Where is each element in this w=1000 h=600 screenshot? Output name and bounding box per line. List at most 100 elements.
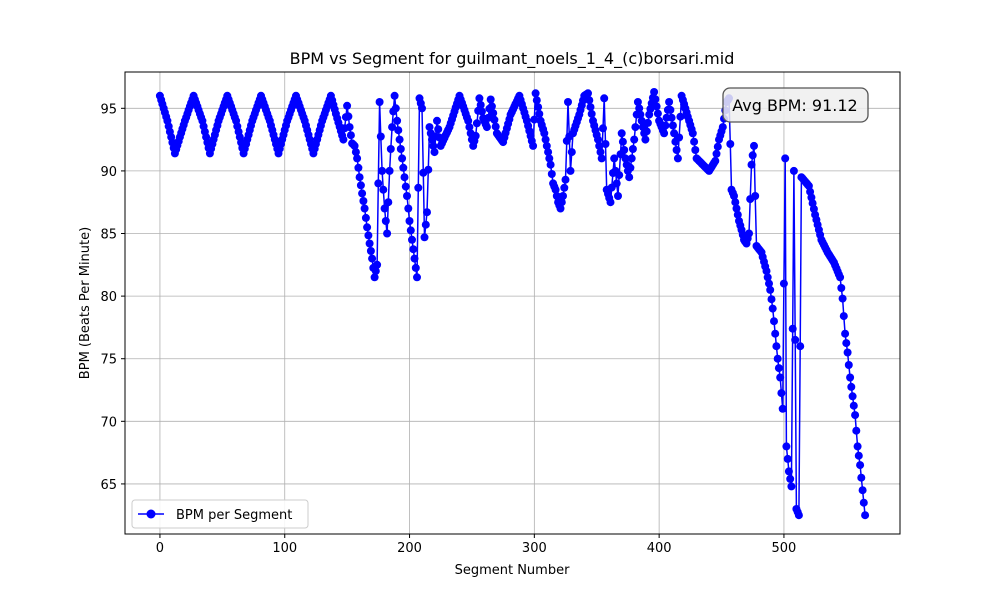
bpm-point [643, 118, 652, 127]
bpm-point [751, 192, 760, 200]
bpm-point [837, 284, 846, 292]
bpm-point [776, 373, 785, 382]
bpm-point [839, 312, 848, 321]
bpm-point [363, 223, 372, 232]
bpm-point [773, 354, 782, 363]
bpm-point [353, 154, 362, 163]
bpm-point [672, 146, 681, 154]
bpm-point [344, 112, 353, 121]
bpm-point [788, 324, 797, 333]
bpm-point [666, 105, 675, 114]
bpm-point [858, 486, 867, 495]
bpm-point [635, 104, 644, 113]
bpm-point [597, 154, 606, 163]
bpm-point [410, 254, 419, 263]
bpm-point [641, 135, 650, 144]
bpm-point [838, 294, 847, 303]
bpm-point [791, 335, 800, 344]
bpm-point [531, 89, 540, 98]
bpm-point [433, 116, 441, 125]
bpm-point [628, 145, 637, 153]
bpm-point [368, 254, 377, 263]
bpm-point [636, 110, 645, 119]
bpm-point [857, 473, 866, 482]
bpm-point [464, 116, 473, 125]
bpm-point [763, 273, 772, 282]
x-tick-label: 400 [647, 541, 672, 556]
bpm-point [786, 474, 795, 483]
bpm-point [844, 361, 853, 369]
bpm-point [772, 342, 781, 351]
bpm-point [642, 127, 651, 136]
bpm-point [375, 98, 384, 106]
bpm-point [393, 116, 402, 125]
bpm-point [354, 163, 363, 172]
bpm-point [356, 181, 365, 190]
x-tick-label: 300 [522, 541, 547, 556]
bpm-point [401, 182, 410, 191]
bpm-point [370, 273, 379, 282]
bpm-point [380, 204, 389, 213]
bpm-point [784, 467, 793, 476]
bpm-point [487, 102, 496, 111]
bpm-point [535, 109, 544, 118]
bpm-point [491, 122, 500, 131]
bpm-point [343, 101, 352, 110]
bpm-point [534, 103, 543, 112]
bpm-point [852, 426, 861, 435]
bpm-point [350, 141, 359, 150]
bpm-point [781, 154, 790, 163]
bpm-point [404, 204, 413, 213]
bpm-point [668, 121, 677, 130]
bpm-point [711, 156, 720, 165]
bpm-point [541, 135, 550, 144]
plot-frame [124, 71, 901, 535]
bpm-point [364, 231, 373, 240]
bpm-point [587, 109, 596, 118]
bpm-point [615, 171, 624, 180]
y-tick-label: 80 [100, 290, 117, 305]
bpm-point [730, 192, 738, 200]
bpm-point [691, 146, 700, 154]
bpm-point [351, 148, 360, 157]
bpm-point [429, 141, 438, 150]
bpm-point [853, 442, 862, 451]
bpm-point [355, 173, 364, 182]
legend-label: BPM per Segment [176, 508, 292, 523]
bpm-point [559, 192, 567, 200]
bpm-point [360, 204, 369, 213]
bpm-point [388, 123, 397, 132]
bpm-point [400, 173, 409, 182]
bpm-point [529, 141, 538, 150]
bpm-point [854, 451, 863, 460]
x-axis-label: Segment Number [455, 563, 571, 578]
bpm-point [718, 123, 727, 132]
y-tick-label: 85 [100, 228, 117, 243]
bpm-point [667, 113, 676, 122]
legend: BPM per Segment [131, 499, 309, 529]
bpm-point [395, 135, 404, 144]
bpm-point [594, 135, 602, 144]
bpm-point [346, 131, 355, 140]
bpm-point [561, 175, 570, 184]
bpm-point [567, 148, 576, 157]
bpm-point [476, 101, 485, 109]
bpm-point [339, 135, 348, 144]
bpm-point [631, 123, 640, 132]
bpm-point [782, 442, 791, 451]
bpm-point [398, 154, 407, 163]
bpm-point [787, 482, 796, 491]
bpm-point [733, 210, 742, 219]
bpm-point [596, 148, 605, 157]
bpm-point [625, 173, 634, 182]
bpm-point [386, 145, 395, 153]
bpm-point [618, 137, 627, 146]
bpm-point [767, 295, 776, 304]
bpm-point [849, 401, 858, 410]
bpm-point [484, 113, 493, 122]
bpm-point [423, 208, 431, 217]
bpm-point [424, 165, 433, 174]
bpm-point [366, 247, 375, 255]
bpm-point [409, 245, 418, 254]
